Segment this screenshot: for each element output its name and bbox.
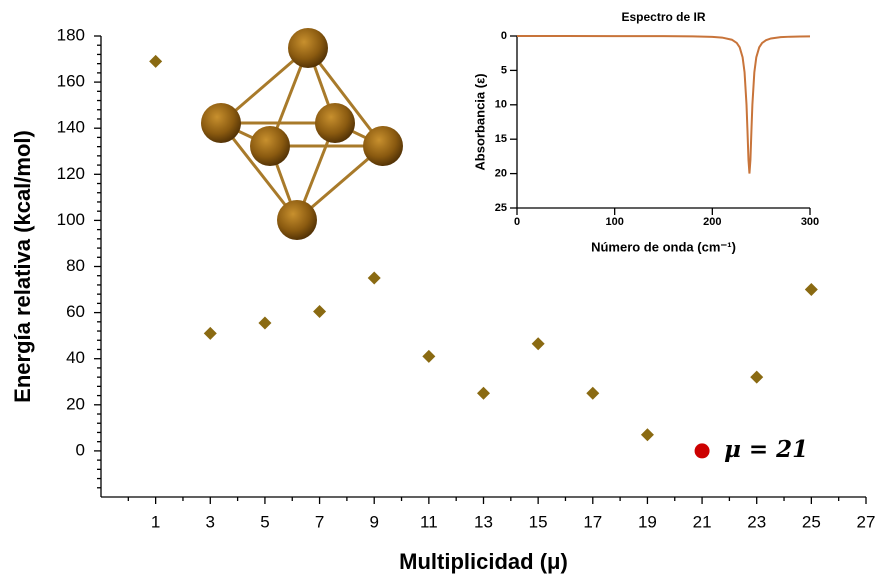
x-tick-label: 0	[514, 216, 520, 228]
y-tick-label: 100	[57, 210, 85, 229]
point	[695, 443, 710, 458]
x-tick-label: 100	[605, 216, 623, 228]
x-tick-label: 200	[703, 216, 721, 228]
y-tick-label: 80	[66, 256, 85, 275]
y-tick-label: 25	[495, 202, 507, 214]
line	[517, 36, 810, 174]
x-tick-label: 7	[315, 512, 324, 531]
molecule-illustration	[201, 28, 403, 240]
y-tick-label: 140	[57, 118, 85, 137]
point	[641, 428, 654, 441]
y-tick-label: 10	[495, 99, 507, 111]
y-tick-label: 120	[57, 164, 85, 183]
y-tick-label: 20	[495, 168, 507, 180]
y-tick-label: 160	[57, 72, 85, 91]
x-tick-label: 11	[420, 512, 438, 531]
y-tick-label: 180	[57, 25, 85, 44]
point	[368, 272, 381, 285]
point	[149, 55, 162, 68]
y-axis-title: Energía relativa (kcal/mol)	[10, 130, 35, 403]
point-label: μ = 21	[724, 436, 808, 463]
x-tick-label: 21	[693, 512, 712, 531]
y-axis-title: Absorbancia (ε)	[472, 73, 487, 170]
point	[313, 305, 326, 318]
chart: 1357911131517192123252702040608010012014…	[0, 0, 879, 578]
point	[422, 350, 435, 363]
point	[258, 316, 271, 329]
x-tick-label: 17	[583, 512, 602, 531]
y-tick-label: 0	[501, 30, 507, 42]
x-tick-label: 13	[474, 512, 493, 531]
y-tick-label: 5	[501, 64, 507, 76]
y-tick-label: 60	[66, 302, 85, 321]
point	[204, 327, 217, 340]
point	[477, 387, 490, 400]
point	[805, 283, 818, 296]
x-tick-label: 300	[801, 216, 819, 228]
y-tick-label: 20	[66, 394, 85, 413]
x-axis-title: Multiplicidad (μ)	[399, 549, 568, 574]
x-tick-label: 3	[206, 512, 215, 531]
x-tick-label: 15	[529, 512, 548, 531]
point	[586, 387, 599, 400]
x-tick-label: 1	[151, 512, 160, 531]
x-tick-label: 27	[857, 512, 876, 531]
y-tick-label: 15	[495, 133, 507, 145]
x-tick-label: 5	[260, 512, 269, 531]
x-tick-label: 23	[747, 512, 766, 531]
point	[750, 371, 763, 384]
y-tick-label: 0	[76, 440, 85, 459]
point	[532, 337, 545, 350]
x-tick-label: 19	[638, 512, 657, 531]
y-tick-label: 40	[66, 348, 85, 367]
x-tick-label: 9	[369, 512, 378, 531]
x-tick-label: 25	[802, 512, 821, 531]
x-axis-title: Número de onda (cm⁻¹)	[591, 239, 736, 254]
chart-title: Espectro de IR	[621, 10, 705, 24]
